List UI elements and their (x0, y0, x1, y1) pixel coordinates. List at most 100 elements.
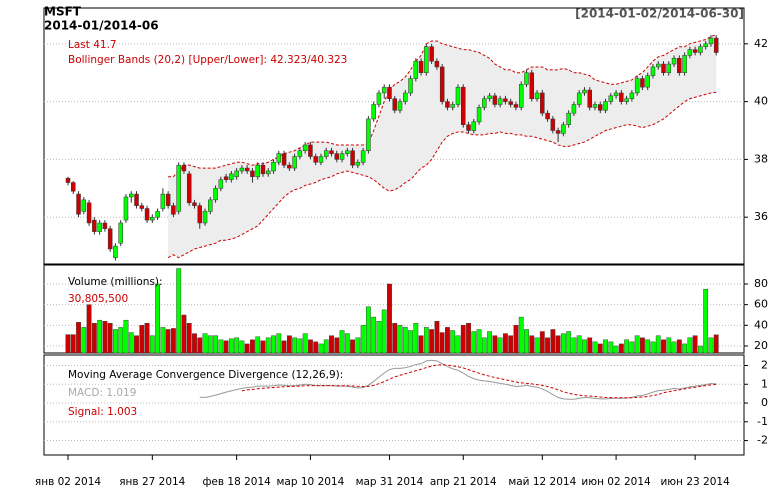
volume-bar (429, 329, 435, 354)
candle-body (445, 101, 450, 108)
volume-title: Volume (millions): (68, 276, 163, 288)
candle-body (81, 199, 87, 212)
volume-bar (70, 334, 76, 354)
candle-body (503, 98, 508, 102)
candle-body (292, 156, 297, 169)
candle-body (308, 144, 313, 157)
candle-body (244, 167, 250, 172)
candle-body (318, 156, 324, 163)
candle-body (250, 170, 255, 177)
candle-body (603, 101, 608, 111)
y-tick-label: 0 (761, 396, 768, 409)
candle-body (165, 193, 171, 206)
volume-bar (402, 327, 408, 354)
volume-bar (460, 325, 466, 354)
y-tick-label: 1 (761, 377, 768, 390)
candle-body (703, 43, 708, 47)
volume-bar (534, 337, 540, 354)
candle-body (387, 86, 392, 99)
volume-bar (239, 340, 245, 354)
candle-body (561, 124, 566, 134)
volume-bar (529, 335, 535, 354)
candle-body (134, 193, 139, 206)
volume-bar (381, 309, 387, 354)
volume-bar (645, 339, 651, 354)
candle-body (334, 153, 340, 160)
panel-frame (43, 7, 745, 265)
y-tick-label: -1 (757, 415, 768, 428)
volume-bar (655, 335, 661, 354)
volume-bar (413, 323, 419, 354)
volume-bar (202, 333, 208, 354)
y-tick-label: 36 (754, 210, 768, 223)
volume-bar (213, 335, 218, 354)
candle-body (576, 92, 582, 105)
candle-body (123, 196, 129, 221)
volume-bar (703, 288, 709, 354)
volume-bar (276, 333, 282, 354)
candle-body (450, 104, 455, 108)
candle-body (492, 95, 498, 105)
candle-body (360, 150, 366, 163)
volume-bar (471, 331, 477, 354)
candle-body (424, 46, 429, 73)
candle-body (682, 55, 687, 73)
volume-bar (286, 335, 292, 354)
volume-bar (339, 330, 345, 354)
candle-body (192, 202, 197, 206)
candle-body (392, 98, 397, 111)
candle-body (534, 92, 540, 99)
volume-bar (155, 283, 160, 354)
date-range: [2014-01-02/2014-06-30] (575, 7, 744, 21)
volume-bar (265, 337, 271, 354)
candle-body (439, 66, 445, 102)
volume-bar (608, 341, 614, 354)
volume-bar (329, 335, 334, 354)
volume-bar (334, 337, 340, 354)
volume-bar (97, 319, 103, 354)
volume-bar (450, 330, 456, 354)
candle-body (202, 211, 208, 224)
candle-body (629, 92, 635, 99)
candle-body (708, 37, 714, 45)
candle-body (239, 167, 245, 172)
volume-bar (666, 337, 672, 354)
candle-body (118, 222, 123, 244)
candle-body (345, 150, 350, 154)
volume-bar (228, 338, 234, 354)
volume-bar (107, 323, 113, 354)
candle-body (634, 78, 640, 94)
macd-title: Moving Average Convergence Divergence (1… (68, 369, 343, 381)
candle-body (186, 173, 192, 203)
bands-label: Bollinger Bands (20,2) [Upper/Lower]: 42… (68, 54, 347, 66)
volume-bar (513, 325, 519, 354)
volume-bar (281, 340, 287, 354)
candle-body (487, 95, 492, 99)
candle-body (281, 153, 287, 166)
candle-body (128, 193, 134, 198)
volume-bar (466, 323, 471, 354)
volume-bar (576, 335, 582, 354)
volume-bar (624, 339, 630, 354)
candle-body (640, 78, 645, 88)
volume-bar (360, 325, 366, 354)
candle-body (713, 37, 719, 53)
volume-bar (313, 341, 319, 354)
volume-bar (392, 323, 398, 354)
volume-bar (640, 337, 645, 354)
candle-body (276, 153, 282, 163)
candle-body (687, 49, 693, 56)
volume-bar (439, 332, 445, 354)
volume-bar (123, 319, 129, 354)
volume-bar (445, 327, 450, 354)
candle-body (645, 75, 650, 88)
lower-band (167, 91, 717, 259)
x-tick-label: мар 31 2014 (356, 476, 424, 488)
x-tick-label: янв 02 2014 (35, 476, 101, 488)
candle-body (218, 179, 224, 189)
volume-bar (481, 337, 487, 354)
candle-body (587, 89, 592, 108)
volume-bar (318, 343, 324, 354)
candle-body (323, 150, 329, 157)
